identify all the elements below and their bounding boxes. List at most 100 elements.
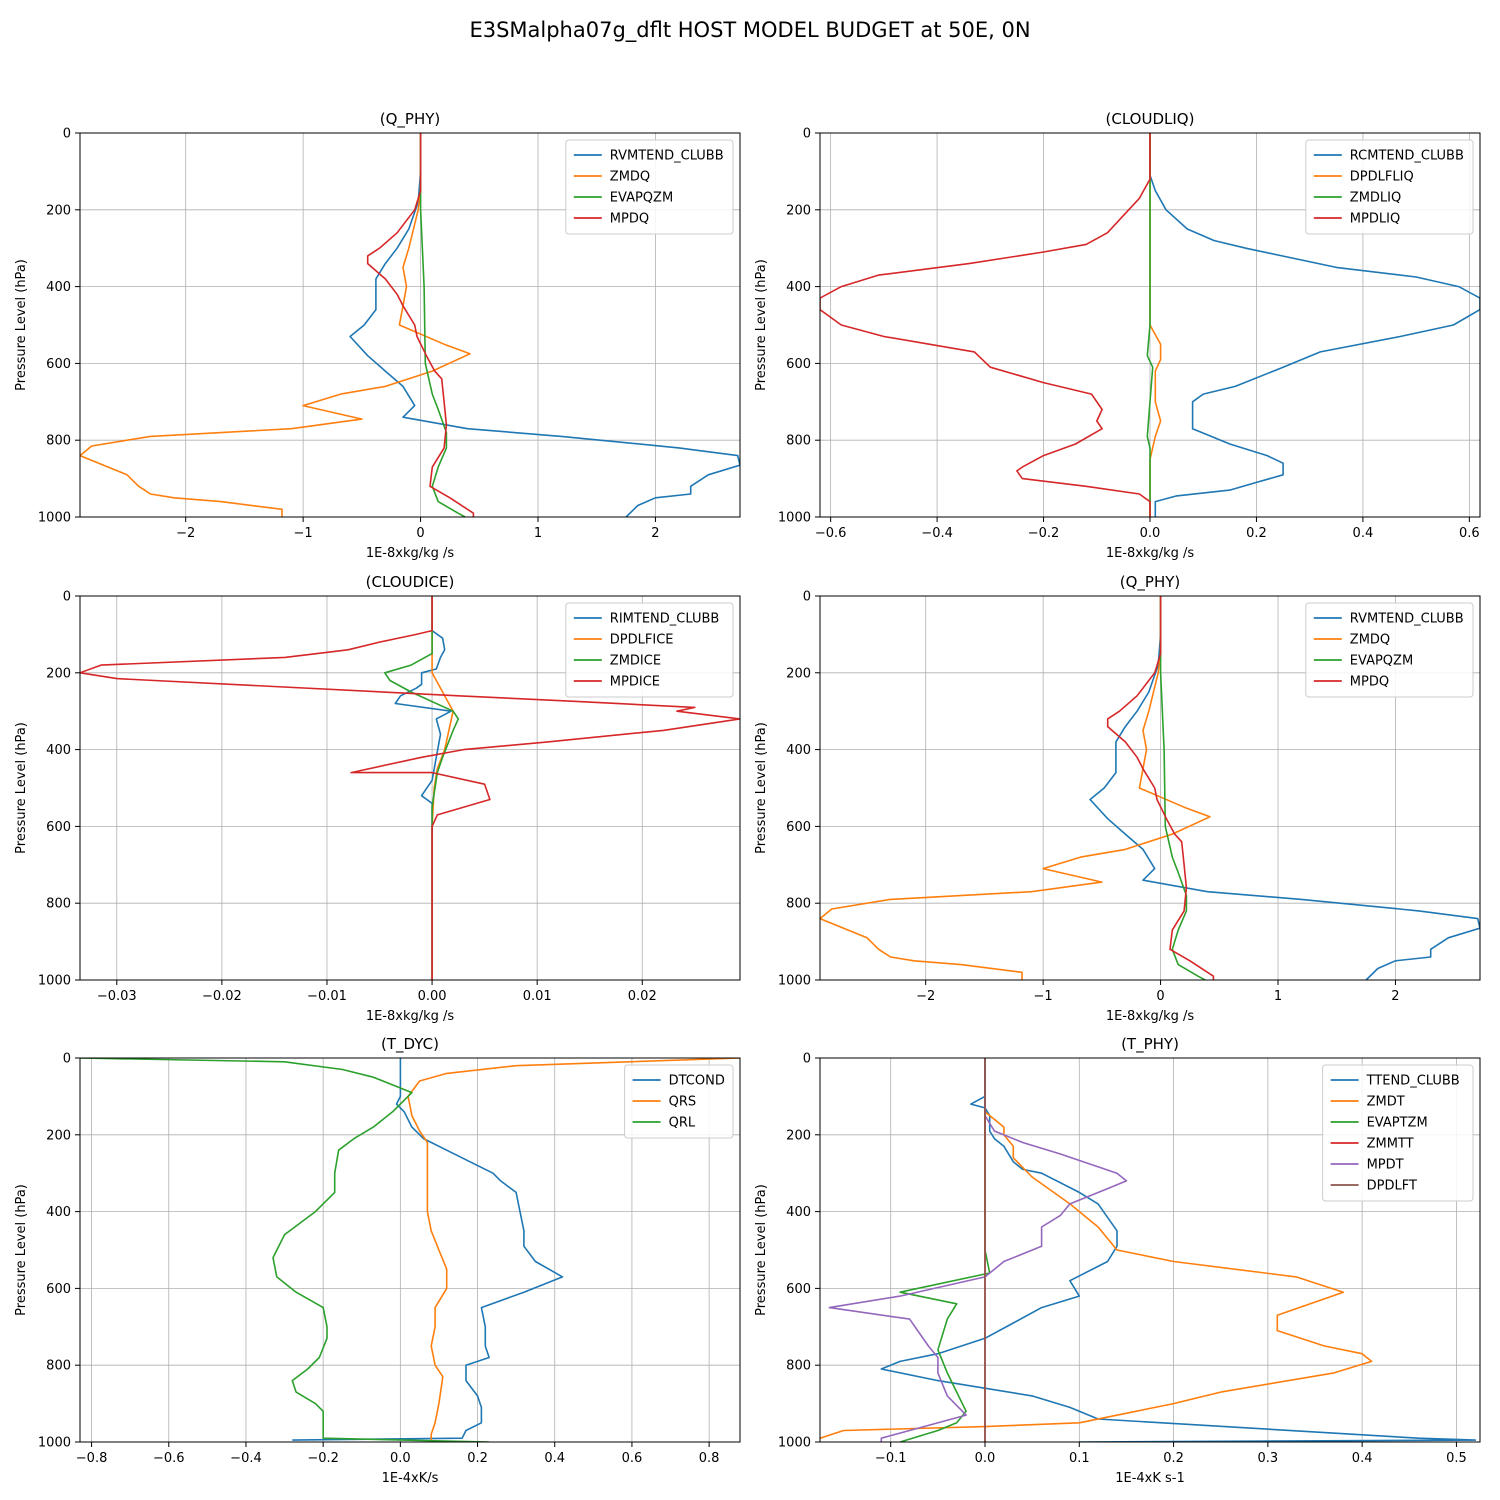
legend-box bbox=[624, 1064, 734, 1139]
legend-label: DPDLFLIQ bbox=[1350, 170, 1414, 185]
y-tick-label: 600 bbox=[786, 820, 811, 835]
legend-label: EVAPQZM bbox=[610, 191, 673, 206]
y-tick-label: 200 bbox=[46, 203, 71, 218]
x-tick-label: 0.0 bbox=[1140, 526, 1161, 541]
series-line-ttend-clubb bbox=[880, 1058, 1477, 1442]
y-tick-label: 800 bbox=[786, 897, 811, 912]
y-tick-label: 400 bbox=[46, 743, 71, 758]
y-axis-label: Pressure Level (hPa) bbox=[754, 1184, 769, 1316]
series-line-rcmtend-clubb bbox=[1149, 133, 1480, 517]
series-line-mpdq bbox=[366, 133, 475, 517]
x-tick-label: 0.4 bbox=[1353, 526, 1374, 541]
y-tick-label: 0 bbox=[803, 1052, 811, 1067]
y-tick-label: 800 bbox=[46, 897, 71, 912]
x-tick-label: 1 bbox=[534, 526, 542, 541]
x-tick-label: −0.4 bbox=[230, 1451, 262, 1466]
y-tick-label: 400 bbox=[786, 1205, 811, 1220]
y-tick-label: 400 bbox=[786, 280, 811, 295]
x-tick-label: 0.1 bbox=[1069, 1451, 1090, 1466]
legend-label: DPDLFT bbox=[1367, 1179, 1417, 1194]
x-tick-label: 2 bbox=[651, 526, 659, 541]
series-line-mpdq bbox=[1106, 596, 1215, 980]
y-tick-label: 200 bbox=[786, 1128, 811, 1143]
series-line-zmdq bbox=[820, 596, 1211, 980]
legend-label: RVMTEND_CLUBB bbox=[610, 149, 724, 164]
x-tick-label: 0.3 bbox=[1258, 1451, 1279, 1466]
legend-label: MPDLIQ bbox=[1350, 212, 1400, 227]
chart-panel-5: −0.8 −0.6 −0.4 −0.2 0.0 0.2 0.4 0.6 0.8 0 200 400 60… bbox=[14, 1035, 741, 1486]
x-tick-label: 0.2 bbox=[1163, 1451, 1184, 1466]
x-tick-label: −0.02 bbox=[202, 989, 242, 1004]
legend-label: MPDQ bbox=[610, 212, 649, 227]
y-tick-label: 800 bbox=[46, 1359, 71, 1374]
series-line-qrs bbox=[407, 1058, 740, 1442]
figure-suptitle: E3SMalpha07g_dflt HOST MODEL BUDGET at 5… bbox=[469, 18, 1030, 43]
chart-title: (T_PHY) bbox=[1121, 1035, 1179, 1054]
series-line-zmdt bbox=[820, 1058, 1373, 1439]
legend-label: MPDQ bbox=[1350, 675, 1389, 690]
legend-label: QRS bbox=[669, 1095, 697, 1110]
y-tick-label: 800 bbox=[786, 434, 811, 449]
x-tick-label: −2 bbox=[916, 989, 935, 1004]
x-tick-label: −0.4 bbox=[921, 526, 953, 541]
legend-label: ZMDICE bbox=[610, 654, 661, 669]
x-tick-label: −0.03 bbox=[97, 989, 137, 1004]
legend: RVMTEND_CLUBB ZMDQ EVAPQZM MPDQ bbox=[565, 139, 734, 235]
series-line-zmdliq bbox=[1146, 133, 1154, 517]
legend-box bbox=[1322, 1064, 1474, 1202]
x-tick-label: 0 bbox=[1156, 989, 1164, 1004]
x-tick-label: 0.0 bbox=[975, 1451, 996, 1466]
legend-label: EVAPTZM bbox=[1367, 1116, 1428, 1131]
chart-panel-2: −0.6 −0.4 −0.2 0.0 0.2 0.4 0.6 0 200 400 600 800 100… bbox=[754, 110, 1481, 561]
legend-label: DPDLFICE bbox=[610, 633, 674, 648]
x-tick-label: 0.00 bbox=[418, 989, 447, 1004]
chart-title: (T_DYC) bbox=[381, 1035, 439, 1054]
x-tick-label: −0.8 bbox=[76, 1451, 108, 1466]
chart-title: (CLOUDLIQ) bbox=[1106, 110, 1195, 128]
x-tick-label: 0.4 bbox=[544, 1451, 565, 1466]
y-axis-label: Pressure Level (hPa) bbox=[14, 722, 29, 854]
y-tick-label: 1000 bbox=[778, 1436, 811, 1451]
x-tick-label: −2 bbox=[176, 526, 195, 541]
plot-frame bbox=[819, 1057, 1481, 1443]
chart-panel-1: −2 −1 0 1 2 0 200 400 600 800 1000 (Q_PHY) 1E-8xkg/k… bbox=[14, 110, 741, 561]
legend-label: ZMDLIQ bbox=[1350, 191, 1401, 206]
series-line-rvmtend-clubb bbox=[1089, 596, 1480, 980]
chart-panel-3: −0.03 −0.02 −0.01 0.00 0.01 0.02 0 200 400 600 800… bbox=[14, 573, 741, 1024]
legend-label: MPDICE bbox=[610, 675, 660, 690]
x-axis-label: 1E-8xkg/kg /s bbox=[1106, 546, 1195, 561]
x-tick-label: −1 bbox=[294, 526, 313, 541]
chart-title: (Q_PHY) bbox=[1120, 573, 1181, 592]
legend-label: RIMTEND_CLUBB bbox=[610, 612, 720, 627]
x-tick-label: −0.6 bbox=[815, 526, 847, 541]
legend-box bbox=[565, 139, 734, 235]
legend-box bbox=[1305, 602, 1474, 698]
x-axis-label: 1E-8xkg/kg /s bbox=[366, 546, 455, 561]
legend-box bbox=[565, 602, 734, 698]
y-tick-label: 600 bbox=[46, 820, 71, 835]
legend-label: ZMDT bbox=[1367, 1095, 1405, 1110]
x-tick-label: 0.2 bbox=[467, 1451, 488, 1466]
y-tick-label: 1000 bbox=[38, 1436, 71, 1451]
legend: RIMTEND_CLUBB DPDLFICE ZMDICE MPDICE bbox=[565, 602, 734, 698]
y-tick-label: 600 bbox=[786, 1282, 811, 1297]
y-tick-label: 400 bbox=[46, 280, 71, 295]
y-tick-label: 0 bbox=[803, 127, 811, 142]
x-tick-label: 0.01 bbox=[523, 989, 552, 1004]
plot-frame bbox=[79, 1057, 741, 1443]
chart-title: (CLOUDICE) bbox=[366, 573, 455, 591]
x-tick-label: −0.1 bbox=[875, 1451, 907, 1466]
y-tick-label: 800 bbox=[46, 434, 71, 449]
y-tick-label: 600 bbox=[786, 357, 811, 372]
x-tick-label: −0.01 bbox=[307, 989, 347, 1004]
series-line-zmdice bbox=[383, 596, 460, 980]
y-axis-label: Pressure Level (hPa) bbox=[754, 259, 769, 391]
y-tick-label: 200 bbox=[786, 666, 811, 681]
legend-label: DTCOND bbox=[669, 1074, 725, 1089]
y-tick-label: 400 bbox=[786, 743, 811, 758]
y-tick-label: 200 bbox=[46, 1128, 71, 1143]
legend: RVMTEND_CLUBB ZMDQ EVAPQZM MPDQ bbox=[1305, 602, 1474, 698]
x-tick-label: −1 bbox=[1034, 989, 1053, 1004]
y-tick-label: 800 bbox=[786, 1359, 811, 1374]
